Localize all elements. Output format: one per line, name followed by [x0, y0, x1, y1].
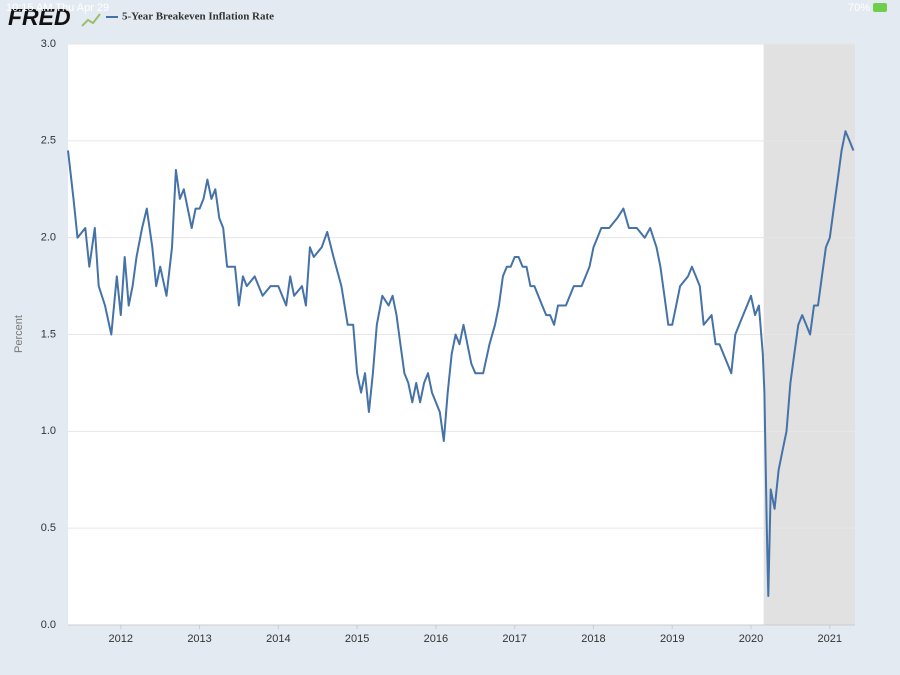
- x-tick-label: 2012: [109, 633, 133, 645]
- y-axis-label: Percent: [13, 315, 25, 353]
- y-tick-label: 2.0: [41, 232, 56, 244]
- y-tick-label: 0.5: [41, 522, 56, 534]
- y-tick-label: 0.0: [41, 619, 56, 631]
- x-tick-label: 2013: [187, 633, 211, 645]
- y-tick-label: 1.5: [41, 328, 56, 340]
- y-tick-label: 1.0: [41, 425, 56, 437]
- status-battery: 70%: [848, 2, 870, 14]
- logo: FRED: [8, 4, 71, 30]
- logo-mark: [81, 13, 101, 27]
- x-tick-label: 2015: [345, 633, 369, 645]
- data-line: [67, 130, 855, 597]
- x-tick-label: 2021: [818, 633, 842, 645]
- battery-icon: [873, 3, 887, 12]
- x-tick-label: 2016: [424, 633, 448, 645]
- x-tick-label: 2014: [266, 633, 290, 645]
- x-tick-label: 2020: [739, 633, 763, 645]
- legend-label: 5-Year Breakeven Inflation Rate: [122, 11, 274, 23]
- y-tick-label: 2.5: [41, 135, 56, 147]
- status-time: 10:15 AM Thu Apr 29: [6, 2, 109, 14]
- x-tick-label: 2017: [502, 633, 526, 645]
- y-tick-label: 3.0: [41, 38, 56, 50]
- x-tick-label: 2018: [581, 633, 605, 645]
- x-tick-label: 2019: [660, 633, 684, 645]
